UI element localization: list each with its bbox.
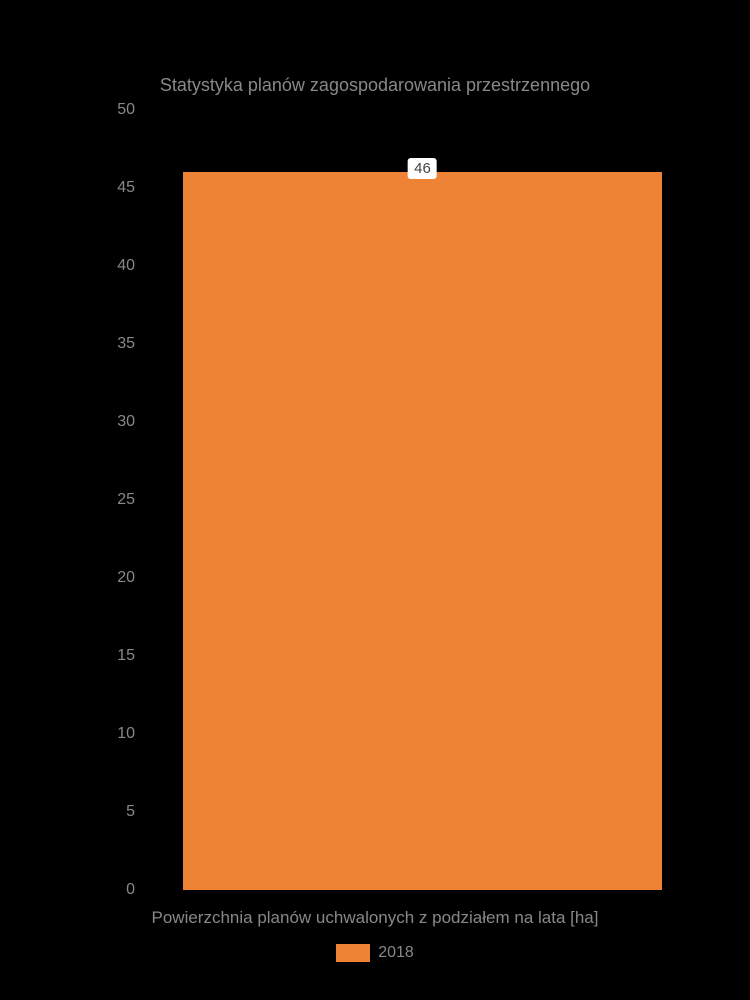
- x-axis-label: Powierzchnia planów uchwalonych z podzia…: [0, 908, 750, 928]
- y-tick: 10: [95, 725, 135, 743]
- y-tick: 45: [95, 179, 135, 197]
- y-tick: 50: [95, 101, 135, 119]
- y-tick: 20: [95, 569, 135, 587]
- chart-container: Statystyka planów zagospodarowania przes…: [0, 0, 750, 1000]
- y-tick: 15: [95, 647, 135, 665]
- bar: 46: [183, 172, 663, 890]
- bars-area: 46: [150, 110, 695, 890]
- bar-value-label: 46: [408, 158, 437, 179]
- legend: 2018: [0, 944, 750, 962]
- y-tick: 35: [95, 335, 135, 353]
- y-tick: 5: [95, 803, 135, 821]
- y-tick: 0: [95, 881, 135, 899]
- y-tick: 40: [95, 257, 135, 275]
- plot-area: 05101520253035404550 46: [95, 110, 695, 890]
- y-tick: 30: [95, 413, 135, 431]
- legend-label: 2018: [378, 944, 414, 962]
- y-axis: 05101520253035404550: [95, 110, 150, 890]
- legend-swatch: [336, 944, 370, 962]
- chart-title: Statystyka planów zagospodarowania przes…: [0, 75, 750, 96]
- y-tick: 25: [95, 491, 135, 509]
